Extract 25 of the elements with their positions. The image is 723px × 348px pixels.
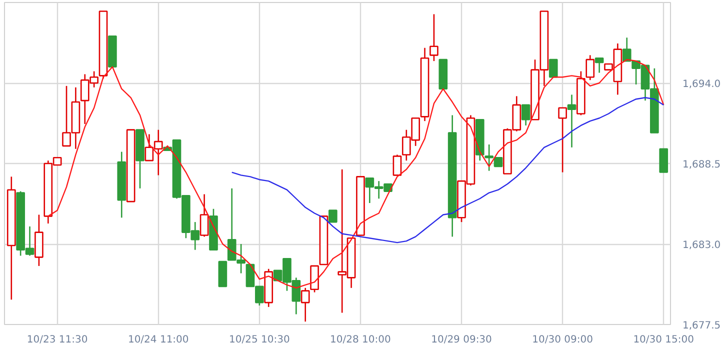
x-tick-label: 10/30 09:00 <box>532 334 593 346</box>
y-tick-label: 1,688.5 <box>682 160 721 170</box>
y-tick-label: 1,694.0 <box>682 79 721 90</box>
candlestick <box>392 154 402 176</box>
line-series <box>231 97 664 244</box>
candlestick <box>521 104 530 126</box>
candlestick <box>300 287 310 322</box>
candlestick <box>558 107 567 173</box>
candlestick <box>659 148 668 173</box>
x-tick-label: 10/25 10:30 <box>229 334 290 346</box>
candlestick <box>310 265 319 293</box>
y-tick-label: 1,683.0 <box>682 240 721 251</box>
x-tick-label: 10/23 11:30 <box>26 334 88 346</box>
candlestick <box>586 54 595 81</box>
candlestick <box>200 194 209 238</box>
x-tick-label: 10/29 09:30 <box>431 334 492 346</box>
candlestick <box>548 58 558 78</box>
candlestick <box>328 210 338 223</box>
candlestick <box>594 57 604 74</box>
candlestick <box>567 94 576 148</box>
x-tick-label: 10/30 15:00 <box>633 334 694 346</box>
candlestick <box>430 14 438 62</box>
x-tick-label: 10/24 11:00 <box>128 334 189 346</box>
x-tick-label: 10/28 10:00 <box>330 334 391 346</box>
y-tick-label: 1,677.5 <box>682 320 721 332</box>
